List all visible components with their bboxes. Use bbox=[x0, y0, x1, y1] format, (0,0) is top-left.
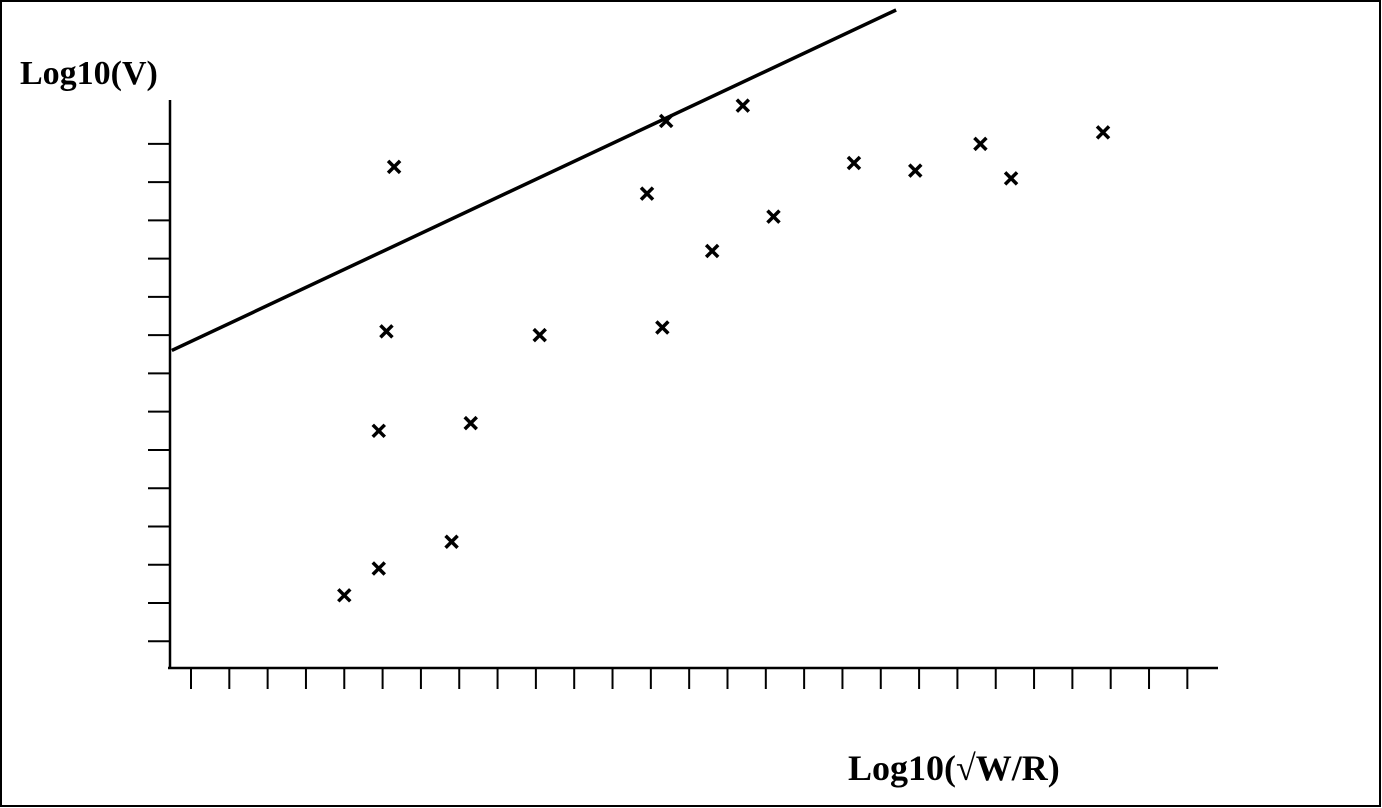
point bbox=[337, 588, 352, 603]
point bbox=[386, 159, 402, 175]
point bbox=[532, 327, 547, 343]
point bbox=[846, 155, 862, 171]
point bbox=[973, 136, 988, 152]
point bbox=[371, 561, 387, 576]
point bbox=[371, 423, 387, 439]
point bbox=[766, 209, 781, 224]
point bbox=[704, 243, 720, 259]
x-axis-label: Log10(√W/R) bbox=[848, 748, 1060, 788]
point bbox=[639, 186, 655, 201]
y-axis-label: Log10(V) bbox=[20, 55, 158, 92]
line bbox=[171, 8, 897, 353]
point bbox=[1003, 171, 1019, 186]
point bbox=[463, 415, 478, 431]
point bbox=[655, 320, 670, 335]
point bbox=[1095, 125, 1111, 140]
point bbox=[735, 98, 751, 113]
point bbox=[444, 534, 459, 549]
point bbox=[908, 163, 923, 178]
point bbox=[379, 324, 394, 339]
